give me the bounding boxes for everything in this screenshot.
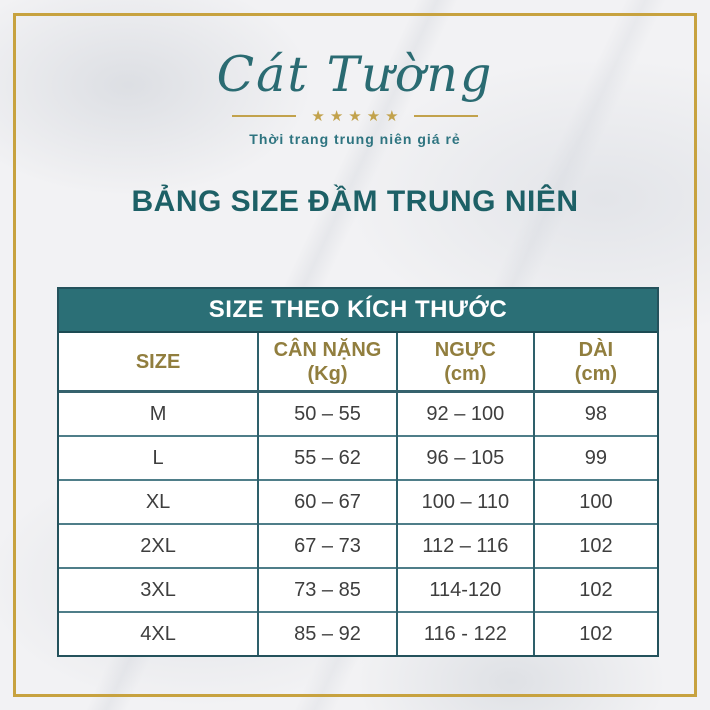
column-header-size: SIZE — [59, 333, 260, 393]
table-cell: 102 — [532, 567, 657, 612]
table-cell: 114-120 — [395, 567, 535, 612]
table-cell: XL — [59, 479, 260, 524]
table-cell: 4XL — [59, 611, 260, 655]
brand-logo: Cát Tường ★★★★★ Thời trang trung niên gi… — [0, 48, 710, 147]
stars-icon: ★★★★★ — [311, 107, 404, 125]
size-table-title: SIZE THEO KÍCH THƯỚC — [59, 289, 657, 333]
page-title: BẢNG SIZE ĐẦM TRUNG NIÊN — [131, 185, 579, 218]
table-cell: M — [59, 391, 260, 436]
table-cell: 2XL — [59, 523, 260, 568]
column-header-length: DÀI (cm) — [532, 333, 657, 393]
table-cell: 112 – 116 — [395, 523, 535, 568]
column-header-weight: CÂN NẶNG (Kg) — [257, 333, 398, 393]
table-cell: 3XL — [59, 567, 260, 612]
table-row: 3XL 73 – 85 114-120 102 — [59, 567, 657, 612]
table-row: 2XL 67 – 73 112 – 116 102 — [59, 523, 657, 568]
table-row: 4XL 85 – 92 116 - 122 102 — [59, 611, 657, 655]
table-cell: 100 — [532, 479, 657, 524]
table-cell: 85 – 92 — [257, 611, 398, 655]
brand-logo-script: Cát Tường — [216, 46, 494, 103]
divider-line-left — [232, 115, 297, 118]
table-cell: 102 — [532, 523, 657, 568]
table-cell: 50 – 55 — [257, 391, 398, 436]
table-cell: 102 — [532, 611, 657, 655]
table-cell: 55 – 62 — [257, 435, 398, 480]
table-cell: 100 – 110 — [395, 479, 535, 524]
column-header-bust: NGỰC (cm) — [395, 333, 535, 393]
brand-tagline: Thời trang trung niên giá rẻ — [249, 130, 461, 147]
stars-divider: ★★★★★ — [0, 109, 710, 124]
table-cell: 99 — [532, 435, 657, 480]
table-cell: 98 — [532, 391, 657, 436]
table-cell: 67 – 73 — [257, 523, 398, 568]
table-row: L 55 – 62 96 – 105 99 — [59, 435, 657, 480]
table-cell: 116 - 122 — [395, 611, 535, 655]
table-row: XL 60 – 67 100 – 110 100 — [59, 479, 657, 524]
table-cell: L — [59, 435, 260, 480]
table-cell: 96 – 105 — [395, 435, 535, 480]
table-cell: 92 – 100 — [395, 391, 535, 436]
size-table-grid: SIZE CÂN NẶNG (Kg) NGỰC (cm) DÀI (cm) — [59, 333, 657, 655]
divider-line-right — [413, 115, 478, 118]
table-header-row: SIZE CÂN NẶNG (Kg) NGỰC (cm) DÀI (cm) — [59, 333, 657, 393]
table-cell: 60 – 67 — [257, 479, 398, 524]
table-cell: 73 – 85 — [257, 567, 398, 612]
table-row: M 50 – 55 92 – 100 98 — [59, 391, 657, 436]
size-table: SIZE THEO KÍCH THƯỚC SIZE CÂN NẶNG (Kg) … — [57, 287, 659, 657]
